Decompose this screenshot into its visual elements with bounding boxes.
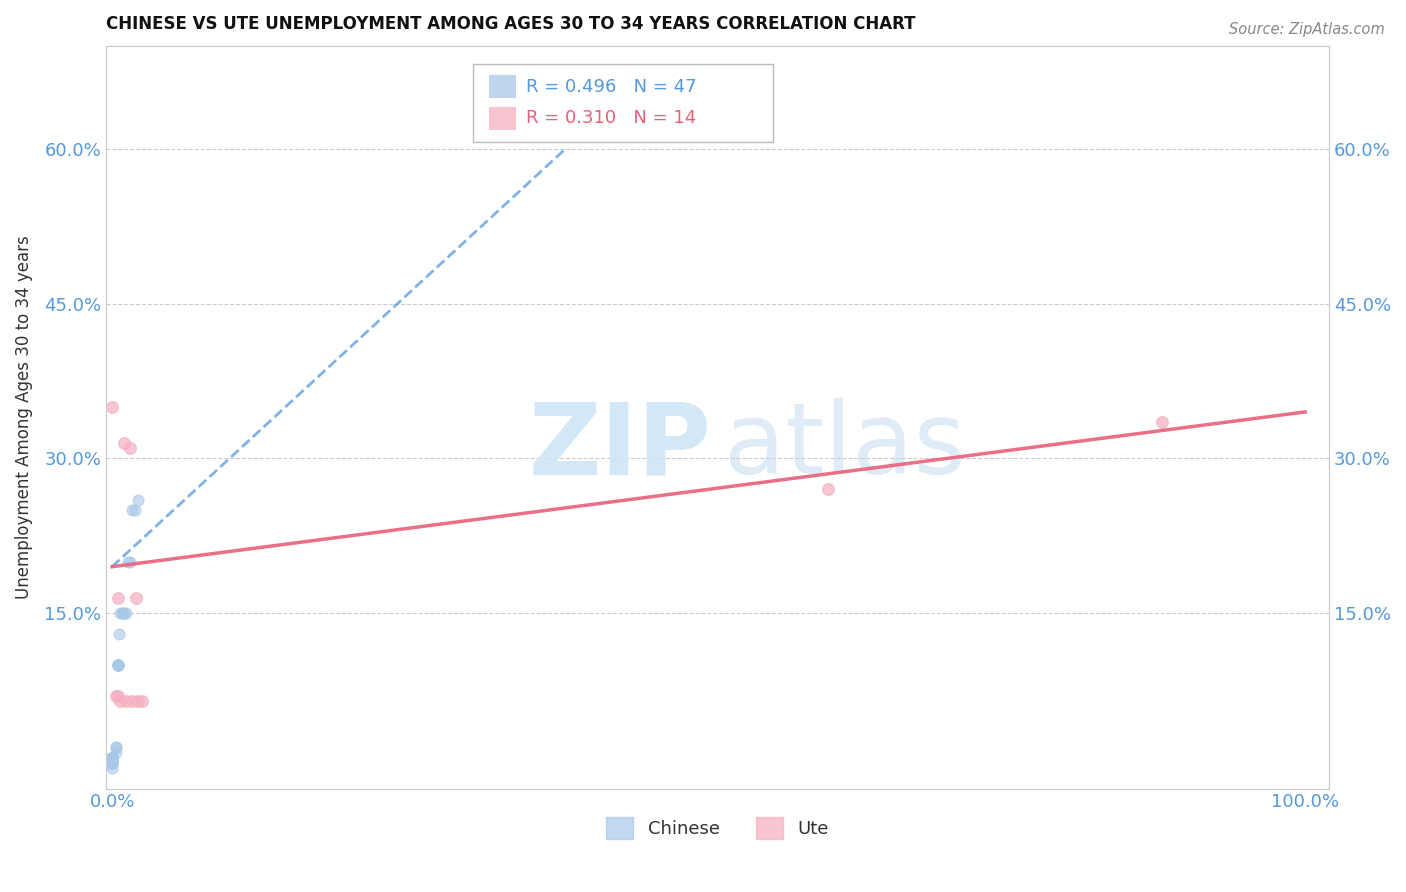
Point — [121, 694, 143, 708]
Point — [101, 754, 124, 768]
Point — [101, 754, 124, 768]
Point — [107, 657, 129, 672]
Point — [101, 750, 124, 764]
Point — [124, 503, 146, 517]
Point — [101, 750, 124, 764]
Y-axis label: Unemployment Among Ages 30 to 34 years: Unemployment Among Ages 30 to 34 years — [15, 235, 32, 599]
Point — [101, 754, 124, 768]
Point — [101, 750, 124, 764]
Text: R = 0.310   N = 14: R = 0.310 N = 14 — [526, 110, 696, 128]
Bar — [489, 107, 516, 129]
Point — [101, 750, 124, 764]
Point — [104, 740, 127, 755]
Point — [101, 756, 124, 770]
Point — [1150, 415, 1173, 429]
Point — [107, 657, 129, 672]
Point — [104, 746, 127, 760]
Point — [115, 606, 138, 620]
Point — [107, 591, 129, 605]
Point — [118, 441, 141, 455]
Point — [101, 756, 124, 770]
Point — [101, 750, 124, 764]
Point — [101, 750, 124, 764]
Point — [121, 503, 143, 517]
Point — [101, 756, 124, 770]
Point — [107, 657, 129, 672]
Point — [101, 750, 124, 764]
Point — [101, 750, 124, 764]
Point — [110, 606, 132, 620]
Point — [104, 740, 127, 755]
Point — [117, 555, 139, 569]
Point — [112, 606, 135, 620]
Point — [101, 750, 124, 764]
Point — [104, 689, 127, 703]
Point — [101, 753, 124, 767]
Point — [107, 657, 129, 672]
Point — [127, 694, 149, 708]
Point — [101, 761, 124, 775]
Text: atlas: atlas — [724, 399, 966, 495]
Point — [101, 756, 124, 770]
Point — [101, 750, 124, 764]
Point — [101, 754, 124, 768]
Point — [112, 436, 135, 450]
FancyBboxPatch shape — [472, 64, 772, 142]
Point — [101, 400, 124, 414]
Point — [107, 657, 129, 672]
Point — [118, 555, 141, 569]
Point — [107, 657, 129, 672]
Point — [127, 492, 149, 507]
Text: Source: ZipAtlas.com: Source: ZipAtlas.com — [1229, 22, 1385, 37]
Legend: Chinese, Ute: Chinese, Ute — [599, 810, 837, 847]
Text: ZIP: ZIP — [529, 399, 711, 495]
Bar — [489, 76, 516, 97]
Text: CHINESE VS UTE UNEMPLOYMENT AMONG AGES 30 TO 34 YEARS CORRELATION CHART: CHINESE VS UTE UNEMPLOYMENT AMONG AGES 3… — [105, 15, 915, 33]
Point — [115, 694, 138, 708]
Point — [101, 750, 124, 764]
Point — [111, 606, 134, 620]
Text: R = 0.496   N = 47: R = 0.496 N = 47 — [526, 78, 696, 95]
Point — [101, 750, 124, 764]
Point — [131, 694, 153, 708]
Point — [110, 694, 132, 708]
Point — [101, 756, 124, 770]
Point — [101, 750, 124, 764]
Point — [101, 756, 124, 770]
Point — [817, 483, 839, 497]
Point — [107, 689, 129, 703]
Point — [101, 750, 124, 764]
Point — [101, 750, 124, 764]
Point — [110, 606, 132, 620]
Point — [108, 627, 131, 641]
Point — [125, 591, 148, 605]
